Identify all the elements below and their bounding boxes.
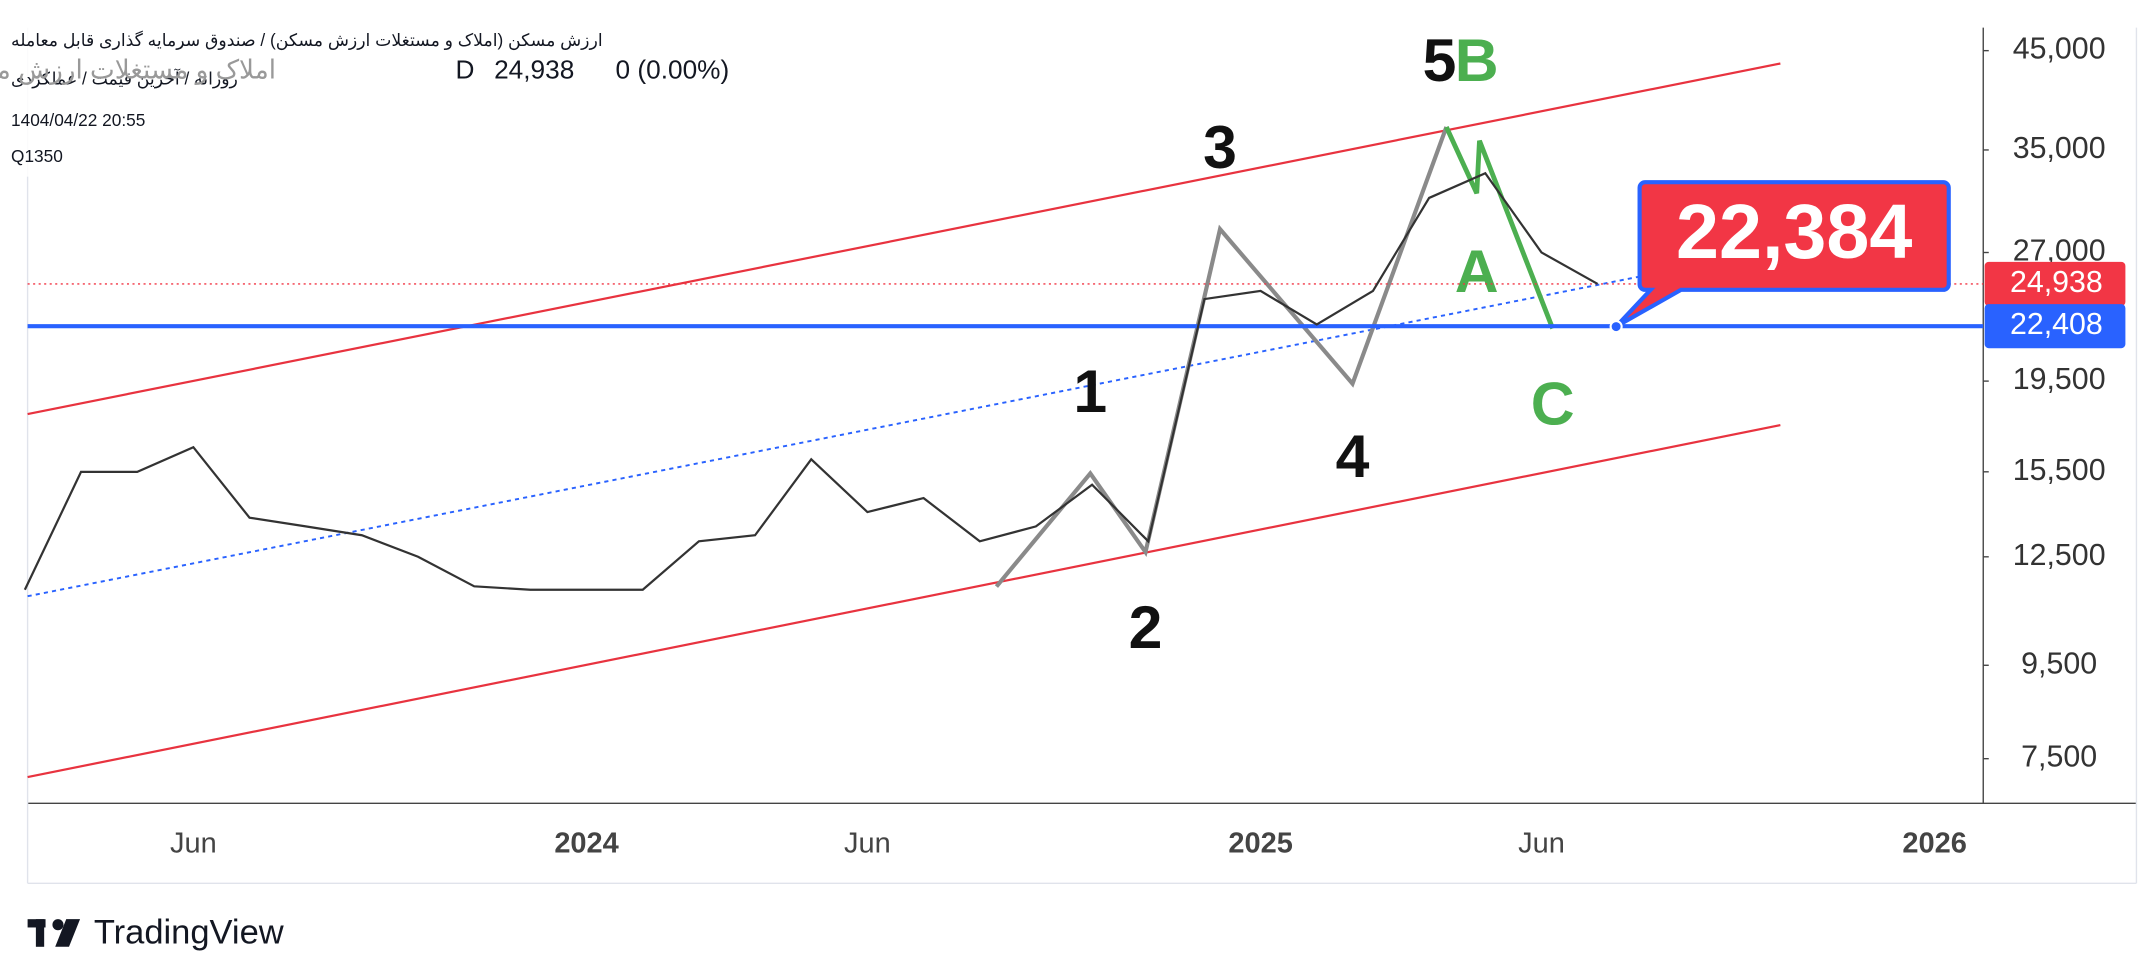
x-tick-label: 2026 bbox=[1902, 827, 1966, 859]
brand-name: TradingView bbox=[94, 913, 284, 951]
x-tick-label: Jun bbox=[844, 827, 891, 859]
wave-label: 1 bbox=[1073, 357, 1107, 425]
legend-price: 24,938 bbox=[494, 55, 574, 85]
legend-bg bbox=[0, 0, 602, 177]
channel-lower bbox=[27, 424, 1781, 779]
price-line bbox=[23, 171, 1599, 591]
channel-mid bbox=[27, 275, 1643, 598]
interval: D bbox=[455, 55, 474, 85]
x-tick-label: 2024 bbox=[554, 827, 618, 859]
legend-change: 0 (0.00%) bbox=[616, 55, 730, 85]
wave-label: B bbox=[1455, 26, 1499, 94]
level-tag bbox=[1984, 304, 2126, 349]
y-tick-label: 9,500 bbox=[2021, 647, 2097, 680]
datetime: 1404/04/22 20:55 bbox=[11, 110, 145, 130]
x-tick-label: Jun bbox=[170, 827, 217, 859]
symbol-line: ارزش مسکن (املاک و مستغلات ارزش مسکن) / … bbox=[11, 30, 603, 50]
y-tick-label: 15,500 bbox=[2013, 454, 2106, 487]
wave-label: 3 bbox=[1203, 113, 1237, 181]
y-tick-label: 35,000 bbox=[2013, 132, 2106, 165]
y-tick-label: 12,500 bbox=[2013, 539, 2106, 572]
y-tick-label: 45,000 bbox=[2013, 33, 2106, 66]
channel-upper bbox=[27, 62, 1781, 416]
last-price-tag-label: 24,938 bbox=[2010, 266, 2103, 299]
wave-label: 5 bbox=[1423, 26, 1457, 94]
symbol-name: املاک و مستغلات ارزش مسکن bbox=[0, 55, 276, 86]
last-price-tag bbox=[1984, 261, 2126, 306]
correction-wave bbox=[1444, 125, 1555, 330]
x-tick-label: Jun bbox=[1518, 827, 1565, 859]
wave-label: C bbox=[1531, 370, 1575, 438]
y-tick-label: 19,500 bbox=[2013, 363, 2106, 396]
code: Q1350 bbox=[11, 146, 63, 166]
x-tick-label: 2025 bbox=[1228, 827, 1292, 859]
callout-anchor bbox=[1609, 320, 1623, 334]
wave-label: 4 bbox=[1336, 422, 1370, 490]
wave-label: 2 bbox=[1129, 593, 1163, 661]
callout-box bbox=[1614, 180, 1951, 329]
brand-logo bbox=[27, 919, 81, 947]
wave-label: A bbox=[1455, 237, 1499, 305]
level-tag-label: 22,408 bbox=[2010, 308, 2103, 341]
y-tick-label: 7,500 bbox=[2021, 741, 2097, 774]
callout-label: 22,384 bbox=[1676, 189, 1912, 275]
style-line: روزانه / آخرین قیمت / عملکردی bbox=[11, 68, 238, 89]
